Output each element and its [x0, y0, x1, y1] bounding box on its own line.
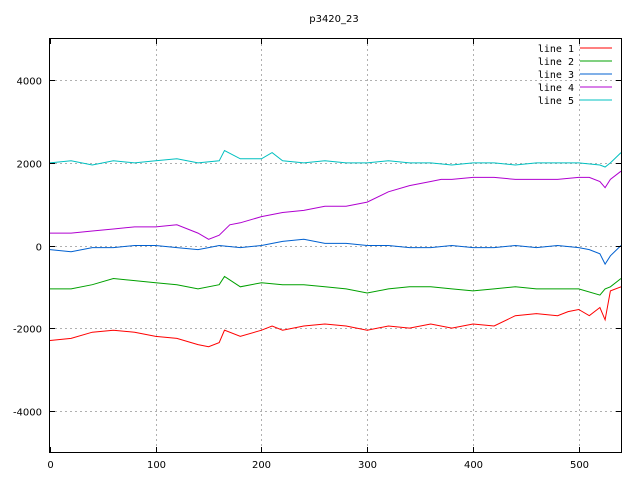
- legend-label-1: line 1: [538, 44, 574, 55]
- y-tick-label-4: 4000: [17, 77, 42, 88]
- chart-title: p3420_23: [309, 14, 359, 25]
- x-tick-label-2: 200: [252, 460, 271, 471]
- x-tick-label-0: 0: [47, 460, 53, 471]
- x-tick-label-4: 400: [464, 460, 483, 471]
- x-tick-label-5: 500: [570, 460, 589, 471]
- x-tick-label-3: 300: [358, 460, 377, 471]
- plot-frame: [49, 38, 622, 453]
- x-tick-label-1: 100: [147, 460, 166, 471]
- y-tick-label-3: 2000: [17, 160, 42, 171]
- legend: line 1 line 2 line 3 line 4 line 5: [538, 44, 612, 107]
- legend-label-3: line 3: [538, 70, 574, 81]
- legend-label-5: line 5: [538, 96, 574, 107]
- y-tick-label-0: -4000: [13, 408, 42, 419]
- series-line-2: [50, 275, 622, 296]
- y-tick-label-2: 0: [36, 243, 42, 254]
- series-line-1: [49, 286, 622, 348]
- series-line-5: [49, 149, 622, 168]
- legend-label-4: line 4: [538, 83, 574, 94]
- y-tick-label-1: -2000: [13, 325, 42, 336]
- series-line-3: [49, 238, 622, 266]
- axis-ticks: 0 100 200 300 400 500 -4000 -2000 0 2000 4000: [13, 39, 621, 471]
- series-line-4: [50, 170, 622, 240]
- series-group: [49, 149, 622, 348]
- legend-label-2: line 2: [538, 57, 574, 68]
